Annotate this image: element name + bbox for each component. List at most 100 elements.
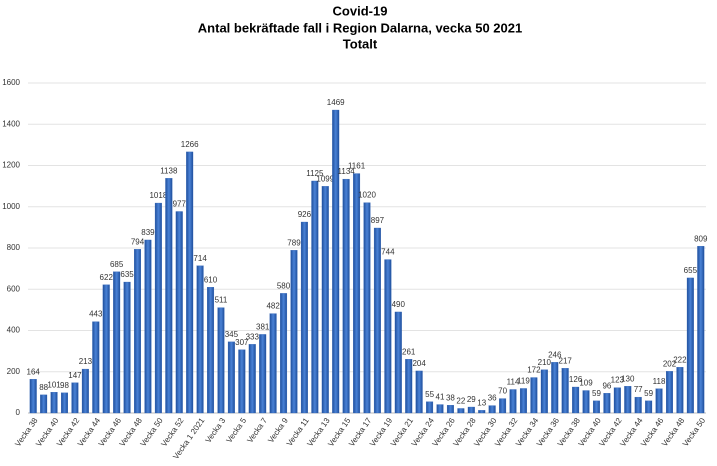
bar [353, 173, 361, 414]
y-tick-label: 0 [16, 408, 21, 417]
data-label: 126 [569, 375, 583, 384]
y-tick-label: 1400 [2, 119, 20, 128]
chart-subtitle: Totalt [343, 36, 378, 51]
data-label: 114 [507, 378, 520, 387]
bar [50, 392, 58, 414]
data-label: 580 [277, 281, 291, 290]
data-label: 1138 [160, 166, 178, 175]
data-label: 130 [621, 374, 635, 383]
y-tick-label: 800 [7, 243, 21, 252]
bar [92, 321, 100, 414]
data-label: 29 [467, 395, 476, 404]
data-label: 22 [456, 397, 465, 406]
data-label: 261 [402, 347, 416, 356]
data-label: 490 [392, 300, 406, 309]
data-label: 482 [266, 302, 280, 311]
data-label: 381 [256, 323, 270, 332]
bar [134, 249, 142, 414]
chart-title: Covid-19 [333, 3, 388, 18]
data-label: 88 [39, 383, 48, 392]
data-label: 1161 [348, 162, 366, 171]
bar [29, 379, 37, 414]
data-label: 55 [425, 390, 434, 399]
data-label: 1266 [181, 140, 199, 149]
bar [373, 227, 381, 414]
data-label: 1018 [149, 191, 167, 200]
data-label: 59 [644, 389, 653, 398]
bar [102, 284, 110, 414]
bar [686, 277, 694, 414]
data-label: 119 [517, 377, 530, 386]
data-label: 118 [653, 377, 666, 386]
bar [61, 392, 68, 414]
bar [509, 389, 517, 414]
bar [457, 408, 465, 414]
bar [540, 369, 548, 414]
bar [624, 386, 632, 414]
bar [175, 211, 183, 414]
data-label: 36 [488, 394, 497, 403]
bar [415, 370, 423, 414]
y-tick-label: 1600 [2, 78, 20, 87]
bar [280, 293, 288, 414]
bar [561, 368, 569, 414]
data-label: 1469 [327, 98, 345, 107]
data-label: 622 [100, 273, 114, 282]
data-label: 164 [27, 367, 41, 376]
data-label: 172 [527, 366, 541, 375]
bar [300, 221, 308, 414]
data-label: 977 [173, 200, 187, 209]
data-label: 714 [193, 254, 207, 263]
data-label: 897 [371, 216, 385, 225]
data-label: 38 [446, 393, 455, 402]
data-label: 123 [611, 376, 625, 385]
data-label: 794 [131, 237, 145, 246]
data-label: 109 [579, 379, 593, 388]
data-label: 70 [498, 387, 507, 396]
data-label: 147 [68, 371, 82, 380]
data-label: 77 [634, 385, 643, 394]
data-label: 1099 [316, 174, 334, 183]
bar [269, 313, 277, 414]
bar [123, 281, 131, 414]
y-tick-label: 400 [7, 326, 21, 335]
data-label: 217 [559, 356, 573, 365]
bar [311, 180, 319, 414]
bar [572, 386, 580, 414]
data-label: 1134 [338, 167, 356, 176]
bar [113, 271, 121, 414]
bar [426, 401, 434, 414]
data-label: 98 [60, 381, 69, 390]
bar [154, 202, 162, 414]
data-label: 443 [89, 310, 103, 319]
bar [478, 410, 486, 414]
data-label: 809 [694, 234, 708, 243]
bar [634, 396, 642, 414]
bar [144, 239, 152, 414]
bar [551, 362, 559, 414]
bar [603, 393, 611, 414]
y-tick-label: 200 [7, 367, 21, 376]
data-label: 246 [548, 350, 562, 359]
bar [227, 341, 235, 414]
bar [290, 250, 298, 414]
bar [217, 307, 225, 414]
bar [165, 178, 173, 414]
data-label: 101 [47, 380, 61, 389]
data-label: 333 [246, 332, 260, 341]
bar [207, 287, 215, 414]
data-label: 13 [477, 398, 486, 407]
bar [321, 186, 329, 414]
bar [248, 344, 256, 414]
bar [71, 382, 79, 414]
bar [40, 394, 48, 414]
data-label: 511 [215, 296, 228, 305]
data-label: 1125 [306, 169, 324, 178]
bar [519, 388, 527, 414]
bar [530, 377, 538, 414]
bar [238, 349, 246, 414]
data-label: 926 [298, 210, 312, 219]
data-label: 1020 [358, 191, 376, 200]
y-tick-label: 1200 [2, 161, 20, 170]
chart-subtitle: Antal bekräftade fall i Region Dalarna, … [198, 20, 522, 35]
